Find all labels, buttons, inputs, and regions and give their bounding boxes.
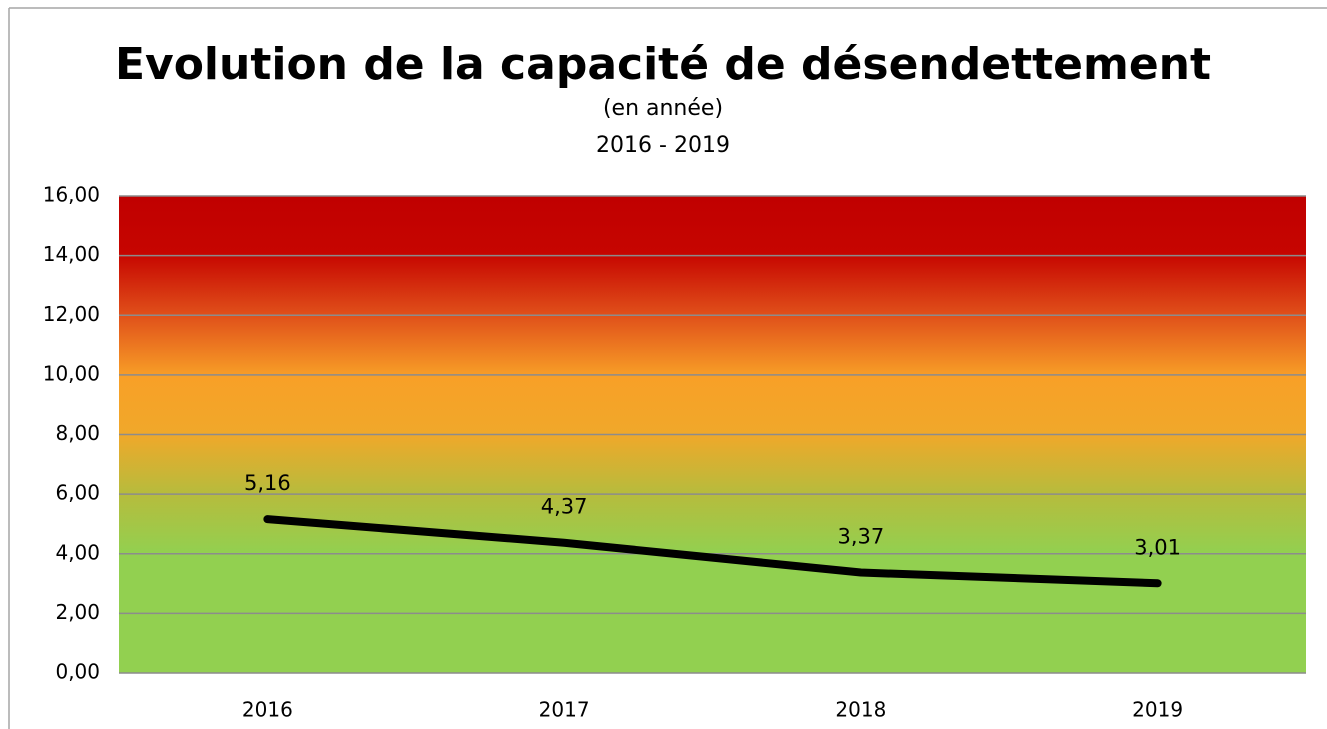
y-tick-label: 16,00 — [43, 183, 100, 207]
chart-subtitle: 2016 - 2019 — [596, 133, 730, 158]
data-label: 3,01 — [1134, 535, 1181, 559]
y-tick-label: 10,00 — [43, 361, 100, 385]
y-tick-label: 8,00 — [55, 421, 100, 445]
x-tick-label: 2018 — [835, 698, 886, 722]
y-tick-label: 14,00 — [43, 242, 100, 266]
x-tick-label: 2019 — [1132, 698, 1183, 722]
line — [263, 515, 1162, 588]
y-tick-label: 12,00 — [43, 302, 100, 326]
data-label: 3,37 — [837, 525, 884, 549]
data-label: 5,16 — [244, 471, 291, 495]
chart-subtitle: (en année) — [603, 96, 723, 121]
chart-title: Evolution de la capacité de désendetteme… — [115, 39, 1211, 90]
y-tick-label: 0,00 — [55, 660, 100, 684]
x-tick-label: 2017 — [539, 698, 590, 722]
y-tick-label: 2,00 — [55, 600, 100, 624]
data-label: 4,37 — [541, 495, 588, 519]
y-tick-label: 4,00 — [55, 540, 100, 564]
y-tick-label: 6,00 — [55, 481, 100, 505]
x-tick-label: 2016 — [242, 698, 293, 722]
